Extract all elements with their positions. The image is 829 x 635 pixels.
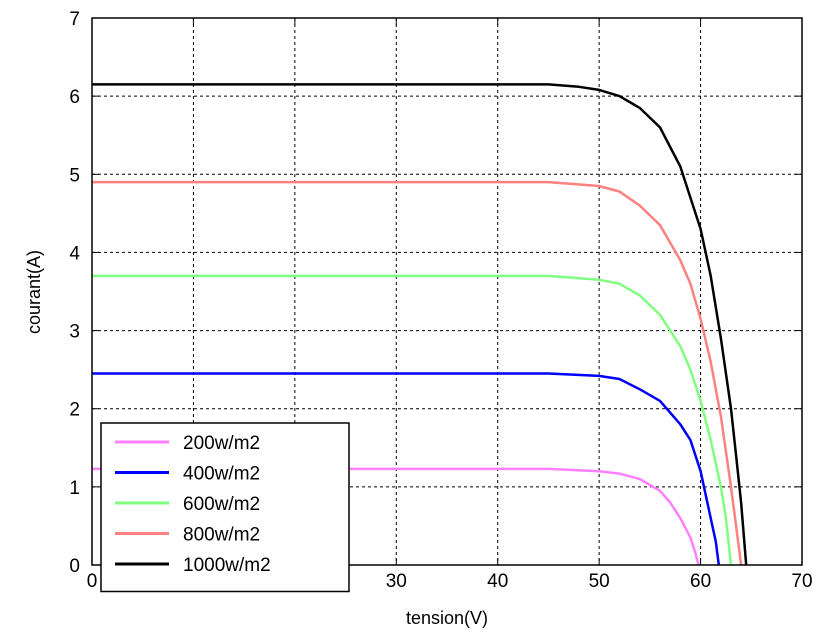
x-axis-label: tension(V)	[406, 608, 488, 628]
series-line-600w-m2	[92, 274, 733, 566]
legend-label: 400w/m2	[183, 464, 260, 485]
y-tick-label: 2	[69, 400, 80, 421]
y-tick-label: 6	[69, 87, 80, 108]
y-tick-label: 7	[69, 9, 80, 30]
series-lines	[92, 83, 748, 566]
legend-label: 800w/m2	[183, 525, 260, 546]
y-tick-labels: 0 1 2 3 4 5 6 7	[69, 9, 802, 577]
series-line-400w-m2	[92, 372, 721, 566]
legend-label: 1000w/m2	[183, 555, 271, 576]
x-tick-label: 40	[487, 571, 508, 592]
legend-label: 600w/m2	[183, 494, 260, 515]
y-tick-label: 1	[69, 478, 80, 499]
series-line-800w-m2	[92, 180, 743, 566]
y-tick-label: 0	[69, 556, 80, 577]
y-tick-label: 5	[69, 165, 80, 186]
x-tick-label: 30	[386, 571, 407, 592]
legend: 200w/m2 400w/m2 600w/m2 800w/m2 1000w/m2	[100, 422, 350, 593]
x-tick-label: 0	[87, 571, 98, 592]
x-tick-label: 50	[589, 571, 610, 592]
y-tick-label: 3	[69, 322, 80, 343]
plot-frame	[91, 17, 803, 566]
series-line-200w-m2	[92, 467, 700, 566]
y-tick-label: 4	[69, 243, 80, 264]
series-line-1000w-m2	[92, 83, 748, 566]
x-tick-label: 60	[690, 571, 711, 592]
y-axis-label: courant(A)	[24, 250, 44, 334]
x-tick-label: 70	[791, 571, 812, 592]
legend-label: 200w/m2	[183, 433, 260, 454]
grid	[92, 18, 802, 565]
